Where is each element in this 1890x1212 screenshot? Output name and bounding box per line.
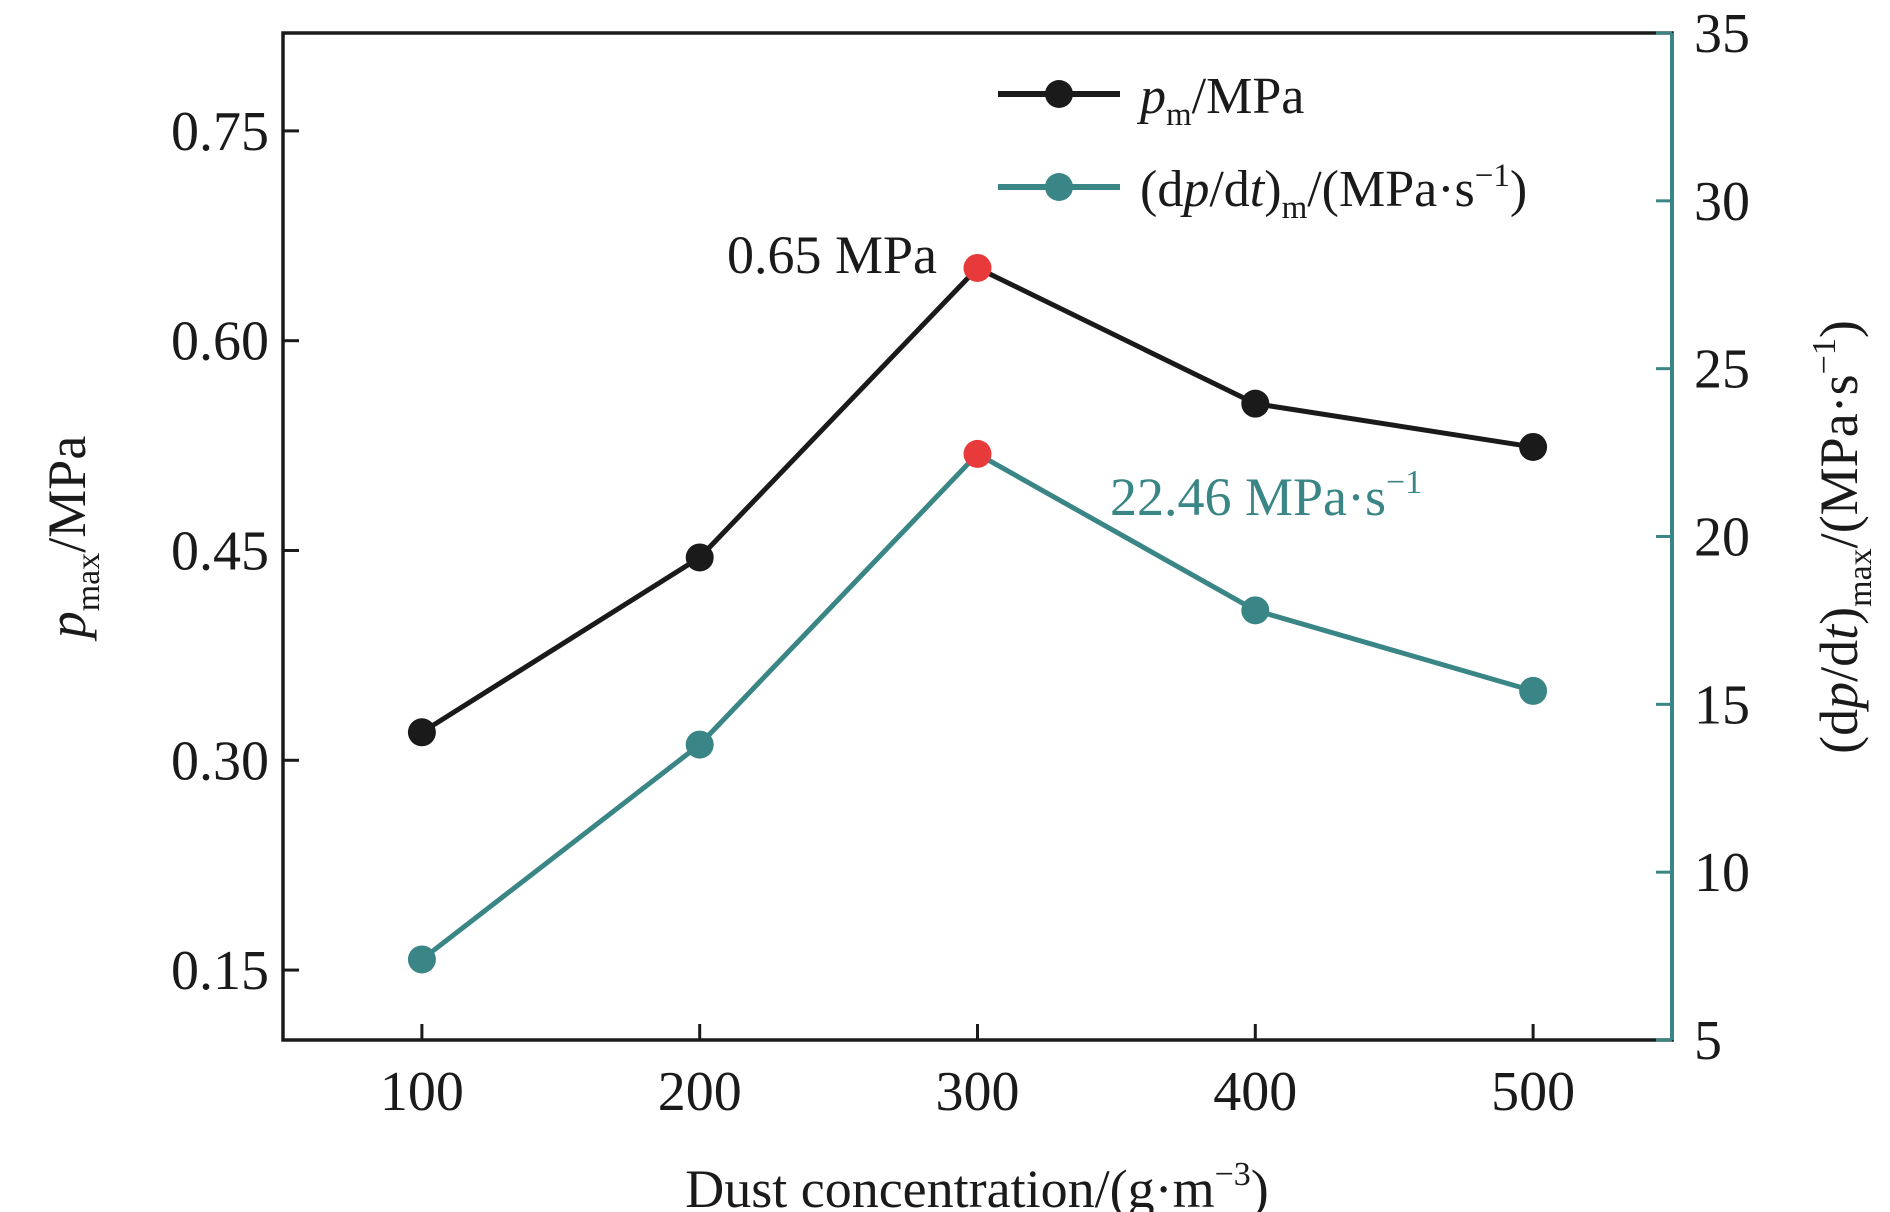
x-axis-title-sup: −3 bbox=[1215, 1156, 1251, 1193]
legend-dpdt-p: p bbox=[1179, 161, 1209, 218]
data-point-dpdt bbox=[1519, 676, 1548, 705]
right-axis-title-sub: max bbox=[1842, 548, 1879, 607]
left-tick-label: 0.75 bbox=[171, 101, 269, 163]
left-axis-title-tail: /MPa bbox=[37, 436, 97, 553]
annotation-peak-pm-text: 0.65 MPa bbox=[727, 225, 937, 285]
legend-dpdt-sup: −1 bbox=[1475, 158, 1510, 194]
right-axis-title-p: p bbox=[1809, 682, 1869, 713]
legend-dpdt-mid: /d bbox=[1209, 161, 1249, 218]
x-tick-label: 100 bbox=[380, 1061, 464, 1123]
left-axis-title: pmax/MPa bbox=[37, 436, 107, 643]
legend-pm-sub: m bbox=[1166, 97, 1192, 133]
data-point-dpdt bbox=[685, 730, 714, 759]
series-layer bbox=[407, 253, 1548, 974]
x-tick-label: 200 bbox=[658, 1061, 742, 1123]
legend-pm-p: p bbox=[1136, 68, 1166, 125]
x-axis-title: Dust concentration/(g·m−3) bbox=[685, 1156, 1269, 1212]
annotation-peak-dpdt-text: 22.46 MPa·s bbox=[1110, 467, 1386, 527]
x-tick-label: 300 bbox=[936, 1061, 1020, 1123]
right-tick-label: 5 bbox=[1694, 1010, 1722, 1072]
x-axis-title-main: Dust concentration/(g·m bbox=[685, 1159, 1214, 1212]
legend-label-pm: pm/MPa bbox=[1136, 68, 1304, 133]
left-tick-label: 0.15 bbox=[171, 940, 269, 1002]
x-tick-label: 400 bbox=[1213, 1061, 1297, 1123]
legend: pm/MPa (dp/dt)m/(MPa·s−1) bbox=[998, 68, 1527, 226]
right-axis-title-tail: /(MPa·s bbox=[1809, 374, 1869, 548]
data-point-dpdt bbox=[407, 945, 436, 974]
right-axis-ticks: 5 10 15 20 25 30 35 bbox=[1656, 3, 1750, 1072]
data-point-pm bbox=[1241, 389, 1270, 418]
annotation-peak-dpdt-sup: −1 bbox=[1386, 464, 1422, 501]
x-axis-title-close: ) bbox=[1251, 1159, 1269, 1212]
legend-marker-dpdt bbox=[1045, 173, 1073, 201]
data-point-pm bbox=[685, 543, 714, 572]
data-point-pm bbox=[407, 718, 436, 747]
right-tick-label: 10 bbox=[1694, 842, 1750, 904]
series-line-dpdt bbox=[420, 451, 1534, 962]
right-axis-title-mid: /d bbox=[1809, 640, 1869, 682]
data-point-pm bbox=[963, 253, 992, 282]
right-axis-title-sup: −1 bbox=[1806, 338, 1843, 374]
right-tick-label: 30 bbox=[1694, 171, 1750, 233]
right-tick-label: 35 bbox=[1694, 3, 1750, 65]
right-tick-label: 15 bbox=[1694, 674, 1750, 736]
data-point-dpdt bbox=[1241, 596, 1270, 625]
legend-dpdt-end: ) bbox=[1510, 161, 1527, 218]
legend-marker-pm bbox=[1045, 80, 1073, 108]
left-tick-label: 0.60 bbox=[171, 311, 269, 373]
right-axis-title: (dp/dt)max/(MPa·s−1) bbox=[1806, 320, 1879, 754]
data-point-dpdt bbox=[963, 439, 992, 468]
left-axis-title-sub: max bbox=[70, 553, 107, 612]
legend-label-dpdt: (dp/dt)m/(MPa·s−1) bbox=[1140, 158, 1527, 226]
right-axis-title-end: ) bbox=[1809, 320, 1869, 338]
x-tick-label: 500 bbox=[1491, 1061, 1575, 1123]
legend-pm-tail: /MPa bbox=[1192, 68, 1305, 125]
annotation-peak-pm: 0.65 MPa bbox=[727, 225, 937, 285]
x-axis-ticks: 100 200 300 400 500 bbox=[380, 1024, 1575, 1123]
legend-dpdt-close: ) bbox=[1264, 161, 1281, 218]
legend-dpdt-sub: m bbox=[1282, 190, 1308, 226]
left-tick-label: 0.45 bbox=[171, 520, 269, 582]
right-axis-title-close: ) bbox=[1809, 607, 1869, 625]
legend-dpdt-open: (d bbox=[1140, 161, 1183, 218]
data-point-pm bbox=[1519, 432, 1548, 461]
legend-dpdt-t: t bbox=[1250, 161, 1266, 218]
right-tick-label: 20 bbox=[1694, 507, 1750, 569]
right-axis-title-open: (d bbox=[1809, 709, 1869, 754]
left-axis-ticks: 0.15 0.30 0.45 0.60 0.75 bbox=[171, 101, 299, 1002]
legend-dpdt-tail: /(MPa·s bbox=[1307, 161, 1475, 218]
right-tick-label: 25 bbox=[1694, 339, 1750, 401]
left-tick-label: 0.30 bbox=[171, 730, 269, 792]
annotation-peak-dpdt: 22.46 MPa·s−1 bbox=[1110, 464, 1422, 527]
right-axis-title-t: t bbox=[1809, 623, 1869, 640]
left-axis-title-p: p bbox=[37, 611, 97, 642]
